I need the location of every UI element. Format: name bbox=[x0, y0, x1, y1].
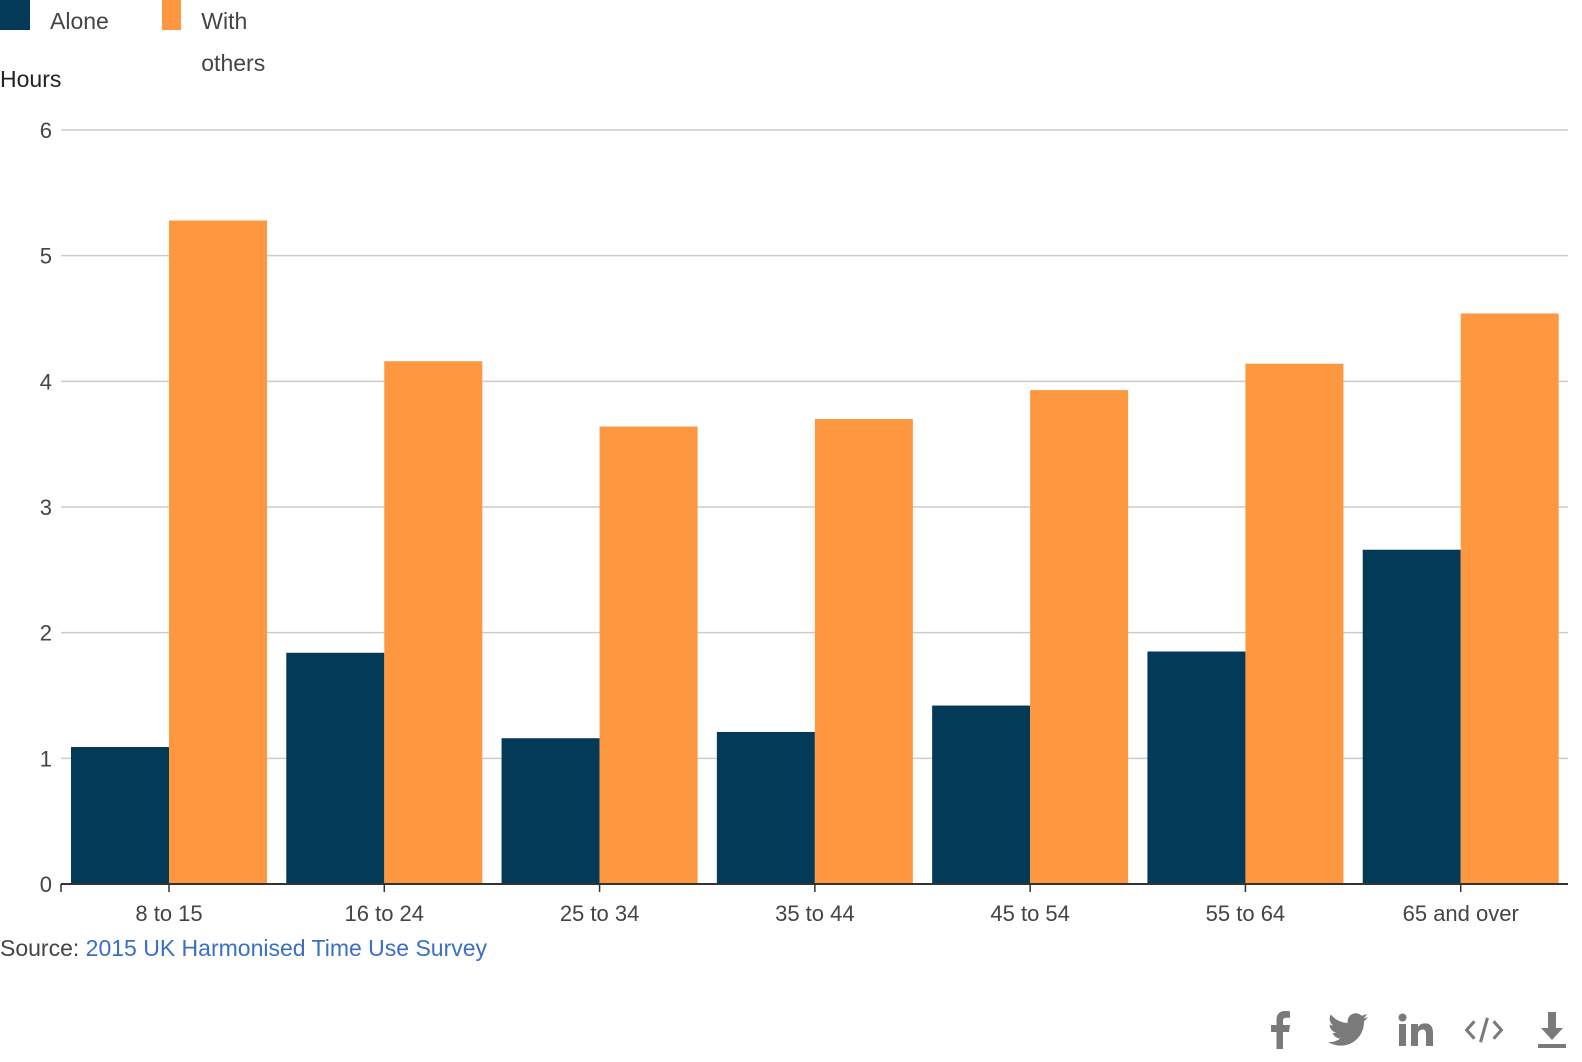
legend-item-with-others[interactable]: With others bbox=[162, 0, 276, 84]
bar-with-others[interactable] bbox=[815, 419, 913, 884]
legend-swatch-with-others bbox=[162, 0, 181, 30]
source-link[interactable]: 2015 UK Harmonised Time Use Survey bbox=[86, 935, 487, 961]
y-tick-label: 6 bbox=[40, 118, 52, 143]
legend-item-alone[interactable]: Alone bbox=[0, 0, 109, 42]
twitter-icon[interactable] bbox=[1328, 1010, 1368, 1050]
bar-alone[interactable] bbox=[1363, 550, 1461, 884]
x-tick-label: 65 and over bbox=[1403, 901, 1519, 926]
embed-icon[interactable] bbox=[1464, 1010, 1504, 1050]
x-tick-label: 35 to 44 bbox=[775, 901, 855, 926]
linkedin-icon[interactable] bbox=[1396, 1010, 1436, 1050]
bar-alone[interactable] bbox=[1147, 652, 1245, 884]
x-tick-label: 55 to 64 bbox=[1206, 901, 1286, 926]
y-tick-label: 0 bbox=[40, 872, 52, 897]
y-tick-label: 3 bbox=[40, 495, 52, 520]
bars bbox=[71, 220, 1559, 884]
bar-with-others[interactable] bbox=[1461, 313, 1559, 884]
facebook-icon[interactable] bbox=[1260, 1010, 1300, 1050]
y-tick-label: 2 bbox=[40, 621, 52, 646]
source-prefix: Source: bbox=[0, 935, 86, 961]
bar-alone[interactable] bbox=[932, 706, 1030, 884]
bar-alone[interactable] bbox=[286, 653, 384, 884]
source-note: Source: 2015 UK Harmonised Time Use Surv… bbox=[0, 935, 487, 962]
x-axis bbox=[61, 884, 1568, 892]
y-tick-label: 1 bbox=[40, 746, 52, 771]
x-tick-label: 25 to 34 bbox=[560, 901, 640, 926]
y-tick-label: 4 bbox=[40, 369, 52, 394]
bar-alone[interactable] bbox=[502, 738, 600, 884]
share-bar bbox=[1260, 1010, 1572, 1050]
bar-with-others[interactable] bbox=[1030, 390, 1128, 884]
x-tick-label: 45 to 54 bbox=[990, 901, 1070, 926]
bar-alone[interactable] bbox=[717, 732, 815, 884]
y-axis-ticks: 0 1 2 3 4 5 6 bbox=[40, 118, 52, 897]
download-icon[interactable] bbox=[1532, 1010, 1572, 1050]
x-tick-label: 16 to 24 bbox=[345, 901, 425, 926]
legend-swatch-alone bbox=[0, 0, 30, 30]
x-axis-ticks: 8 to 15 16 to 24 25 to 34 35 to 44 45 to 54 5… bbox=[135, 901, 1518, 926]
x-tick-label: 8 to 15 bbox=[135, 901, 202, 926]
bar-with-others[interactable] bbox=[1245, 364, 1343, 884]
legend-label-alone: Alone bbox=[50, 0, 109, 42]
bar-alone[interactable] bbox=[71, 747, 169, 884]
bar-with-others[interactable] bbox=[384, 361, 482, 884]
y-tick-label: 5 bbox=[40, 244, 52, 269]
bar-with-others[interactable] bbox=[600, 427, 698, 884]
legend-label-with-others: With others bbox=[201, 0, 276, 84]
bar-with-others[interactable] bbox=[169, 220, 267, 884]
y-axis-title: Hours bbox=[0, 66, 61, 93]
